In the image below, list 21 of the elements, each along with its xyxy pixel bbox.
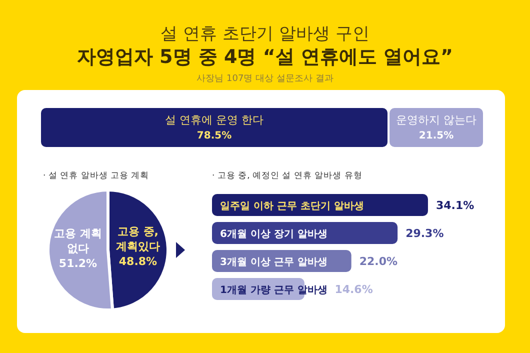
chart-subtitle: 자영업자 5명 중 4명 “설 연휴에도 열어요”	[76, 45, 454, 70]
data-label: 22.0%	[359, 255, 398, 268]
chart-title: · 설 연휴 알바생 고용 계획	[43, 170, 150, 182]
data-label: 34.1%	[436, 199, 474, 212]
text: 사장님 107명 대상 설문조사 결과	[196, 73, 334, 85]
data-label: 21.5%	[418, 130, 454, 142]
data-label: 78.5%	[196, 130, 232, 142]
slice-label: 고용 계획 없다	[54, 227, 102, 256]
series-label: 설 연휴에 운영 한다	[165, 114, 264, 126]
slice-label: 고용 중, 계획있다	[116, 224, 160, 253]
category-label: 6개월 이상 장기 알바생	[220, 229, 328, 240]
series-label: 운영하지 않는다	[396, 114, 477, 126]
data-label: 14.6%	[334, 283, 373, 296]
category-label: 일주일 이하 근무 초단기 알바생	[220, 201, 364, 212]
category-label: 1개월 가량 근무 알바생	[220, 285, 328, 296]
chart-title: · 고용 중, 예정인 설 연휴 알바생 유형	[212, 170, 362, 182]
data-label: 29.3%	[406, 227, 444, 240]
data-label: 51.2%	[58, 257, 98, 270]
category-label: 3개월 이상 근무 알바생	[220, 257, 328, 268]
data-label: 48.8%	[118, 254, 158, 268]
chart-title: 설 연휴 초단기 알바생 구인	[160, 23, 370, 45]
